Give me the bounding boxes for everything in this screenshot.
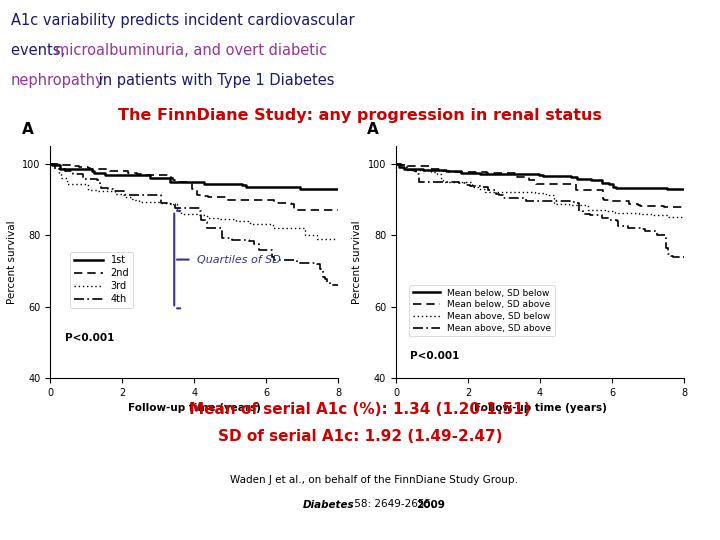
- Legend: Mean below, SD below, Mean below, SD above, Mean above, SD below, Mean above, SD: Mean below, SD below, Mean below, SD abo…: [409, 285, 555, 336]
- Text: P<0.001: P<0.001: [410, 352, 460, 361]
- Text: in patients with Type 1 Diabetes: in patients with Type 1 Diabetes: [94, 73, 334, 88]
- Text: 58: 2649-2655,: 58: 2649-2655,: [351, 500, 438, 510]
- Text: Quartiles of SD: Quartiles of SD: [197, 254, 281, 265]
- X-axis label: Follow-up time (years): Follow-up time (years): [474, 403, 606, 413]
- Text: A: A: [367, 122, 379, 137]
- Text: 2009: 2009: [416, 500, 445, 510]
- Text: events,: events,: [11, 43, 70, 58]
- Text: Mean of serial A1c (%): 1.34 (1.20-1.51): Mean of serial A1c (%): 1.34 (1.20-1.51): [189, 402, 531, 417]
- X-axis label: Follow-up time (years): Follow-up time (years): [128, 403, 261, 413]
- Text: The FinnDiane Study: any progression in renal status: The FinnDiane Study: any progression in …: [118, 108, 602, 123]
- Text: P<0.001: P<0.001: [65, 333, 114, 343]
- Text: SD of serial A1c: 1.92 (1.49-2.47): SD of serial A1c: 1.92 (1.49-2.47): [217, 429, 503, 444]
- Text: Waden J et al., on behalf of the FinnDiane Study Group.: Waden J et al., on behalf of the FinnDia…: [230, 475, 518, 485]
- Legend: 1st, 2nd, 3rd, 4th: 1st, 2nd, 3rd, 4th: [70, 252, 133, 308]
- Text: A1c variability predicts incident cardiovascular: A1c variability predicts incident cardio…: [11, 14, 354, 29]
- Text: A: A: [22, 122, 33, 137]
- Text: microalbuminuria, and overt diabetic: microalbuminuria, and overt diabetic: [55, 43, 328, 58]
- Text: nephropathy: nephropathy: [11, 73, 104, 88]
- Y-axis label: Percent survival: Percent survival: [6, 220, 17, 303]
- Text: Diabetes: Diabetes: [302, 500, 354, 510]
- Y-axis label: Percent survival: Percent survival: [352, 220, 362, 303]
